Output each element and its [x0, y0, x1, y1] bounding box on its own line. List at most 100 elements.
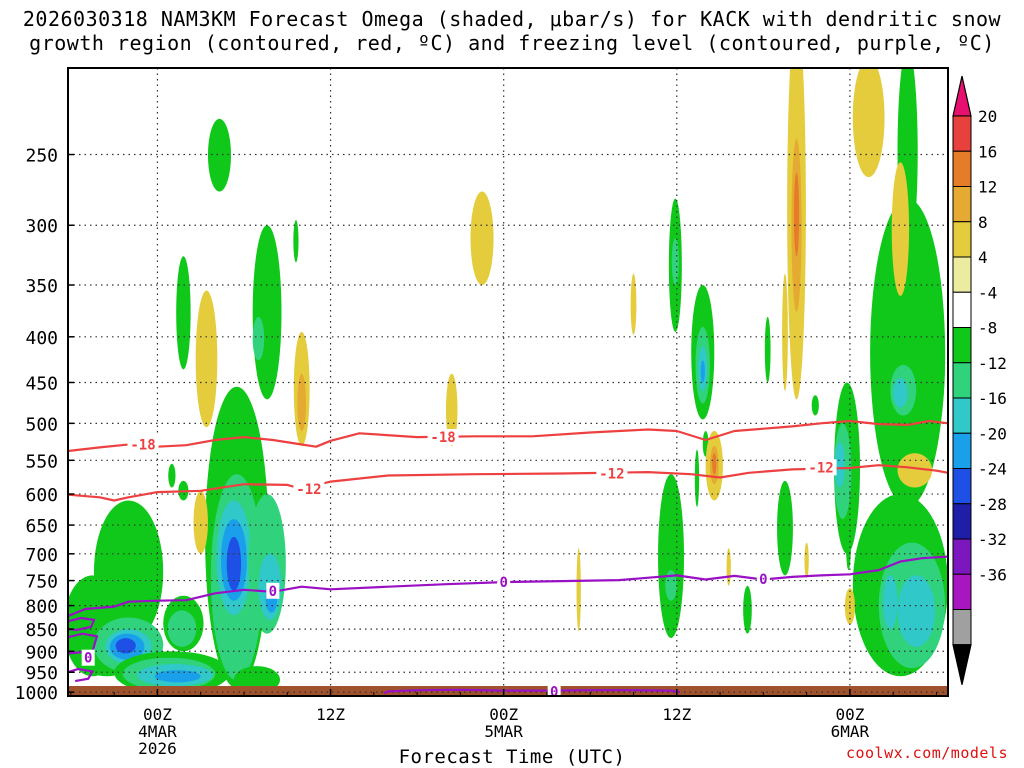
omega-region	[845, 509, 852, 571]
x-tick-label: 12Z	[662, 705, 691, 724]
omega-region	[712, 453, 717, 475]
x-tick-date-label: 5MAR	[484, 722, 523, 741]
colorbar-label: 16	[978, 142, 997, 161]
contour-label-bg	[596, 465, 628, 482]
omega-region	[297, 373, 307, 432]
contour-label-bg	[266, 582, 280, 599]
colorbar-swatch	[952, 468, 972, 505]
chart-title-line-1: 2026030318 NAM3KM Forecast Omega (shaded…	[22, 7, 1002, 31]
colorbar-label: -4	[978, 283, 997, 302]
colorbar-label: -16	[978, 389, 1007, 408]
y-axis: 2503003504004505005506006507007508008509…	[15, 146, 74, 704]
contour-label: -12	[296, 482, 321, 498]
contour-line	[383, 688, 680, 695]
omega-region	[743, 585, 752, 634]
omega-region	[844, 588, 855, 625]
omega-region	[671, 237, 679, 286]
colorbar-top-arrow	[952, 75, 972, 117]
omega-region	[445, 373, 458, 446]
x-tick-label: 00Z	[489, 705, 518, 724]
colorbar-swatch	[952, 150, 972, 187]
colorbar-label: -8	[978, 319, 997, 338]
colorbar-swatch	[952, 115, 972, 152]
y-tick-label: 850	[25, 620, 58, 641]
x-tick-date-label: 6MAR	[831, 722, 870, 741]
omega-region	[576, 548, 581, 632]
y-tick-label: 900	[25, 642, 58, 663]
contour-label-bg	[805, 459, 837, 476]
omega-region	[694, 449, 700, 507]
colorbar: 20 16 12 8 4 -4 -8 -12 -16 -20 -24 -28 -32 -36	[952, 75, 1007, 685]
x-tick-label: 00Z	[835, 705, 864, 724]
omega-region	[195, 290, 218, 428]
omega-region	[811, 395, 819, 416]
contour-label: -12	[599, 466, 624, 482]
colorbar-label: 4	[978, 248, 988, 267]
omega-region	[168, 463, 176, 488]
y-tick-label: 550	[25, 451, 58, 472]
y-tick-label: 650	[25, 516, 58, 537]
omega-region	[115, 638, 136, 654]
colorbar-label: 12	[978, 178, 997, 197]
contour-label: 0	[499, 575, 507, 591]
y-tick-label: 300	[25, 216, 58, 237]
colorbar-swatch	[952, 362, 972, 399]
y-tick-label: 250	[25, 146, 58, 167]
omega-region	[793, 172, 800, 257]
colorbar-swatch	[952, 186, 972, 223]
omega-region	[893, 378, 908, 408]
y-tick-label: 600	[25, 485, 58, 506]
colorbar-label: -20	[978, 424, 1007, 443]
colorbar-swatch	[952, 609, 972, 646]
omega-region	[193, 490, 208, 554]
contour-label-bg	[756, 571, 770, 588]
omega-region	[897, 453, 933, 488]
omega-region	[897, 575, 936, 647]
contour-label: 0	[759, 572, 767, 588]
omega-region	[700, 360, 705, 383]
colorbar-label: 8	[978, 213, 988, 232]
y-tick-label: 500	[25, 414, 58, 435]
x-tick-label: 00Z	[143, 705, 172, 724]
omega-region	[252, 225, 282, 400]
grid-layer	[68, 68, 948, 696]
credit-text[interactable]: coolwx.com/models	[845, 744, 1008, 762]
y-tick-label: 350	[25, 276, 58, 297]
colorbar-swatch	[952, 432, 972, 469]
contour-label-bg	[127, 436, 159, 453]
colorbar-label: -28	[978, 495, 1007, 514]
omega-region	[922, 273, 946, 439]
colorbar-swatch	[952, 256, 972, 293]
colorbar-swatch	[952, 573, 972, 610]
omega-region	[870, 198, 946, 507]
contour-label: -12	[808, 460, 833, 476]
x-tick-date-label: 4MAR	[138, 722, 177, 741]
contour-layer	[68, 419, 948, 695]
colorbar-label: 20	[978, 107, 997, 126]
colorbar-swatch	[952, 503, 972, 540]
colorbar-label: -12	[978, 354, 1007, 373]
omega-region	[226, 536, 242, 591]
omega-region	[167, 610, 197, 647]
omega-region	[293, 220, 299, 263]
omega-region	[658, 474, 685, 639]
y-tick-label: 800	[25, 597, 58, 618]
colorbar-swatch	[952, 327, 972, 364]
y-tick-label: 400	[25, 328, 58, 349]
omega-region	[252, 316, 265, 361]
contour-label-bg	[497, 574, 511, 591]
colorbar-label: -24	[978, 460, 1007, 479]
contour-label-bg	[81, 649, 95, 666]
y-tick-label: 450	[25, 373, 58, 394]
omega-region	[630, 273, 637, 335]
colorbar-swatch	[952, 291, 972, 328]
omega-region	[176, 256, 191, 370]
colorbar-label: -32	[978, 530, 1007, 549]
colorbar-label: -36	[978, 565, 1007, 584]
y-tick-label: 750	[25, 572, 58, 593]
omega-region	[207, 118, 232, 192]
omega-region	[777, 480, 793, 576]
colorbar-swatch	[952, 221, 972, 258]
